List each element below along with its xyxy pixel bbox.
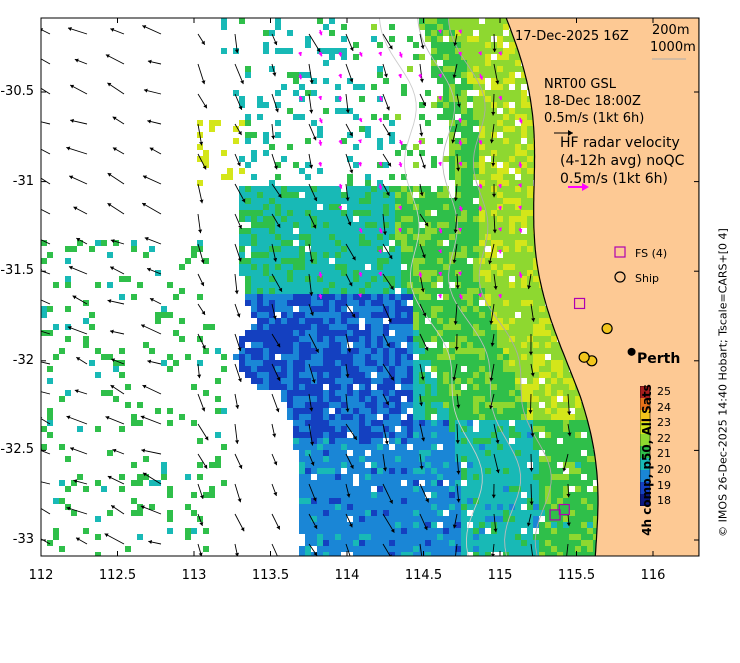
y-tick-label: -30.5 <box>0 84 34 99</box>
fs-marker-icon <box>614 246 628 260</box>
contour-200-label: 200m <box>652 23 689 38</box>
radar-title: HF radar velocity <box>560 135 680 151</box>
ship-marker-icon <box>614 271 628 285</box>
x-tick-label: 112 <box>16 568 66 583</box>
credit-text: © IMOS 26-Dec-2025 14:40 Hobart; Tscale=… <box>717 103 730 663</box>
y-tick-label: -31 <box>0 174 34 189</box>
colorbar-tick: 20 <box>657 463 671 476</box>
colorbar-tick: 21 <box>657 447 671 460</box>
x-tick-label: 116 <box>628 568 678 583</box>
x-tick-label: 114.5 <box>399 568 449 583</box>
radar-avg: (4-12h avg) noQC <box>560 153 684 169</box>
contour-1000-label: 1000m <box>650 40 696 55</box>
x-tick-label: 115 <box>475 568 525 583</box>
colorbar-tick: 24 <box>657 401 671 414</box>
city-label: Perth <box>637 351 680 367</box>
colorbar-tick: 19 <box>657 479 671 492</box>
colorbar-title: 4h comp, p50, All Sats <box>640 375 654 545</box>
colorbar-tick: 25 <box>657 385 671 398</box>
colorbar-tick: 18 <box>657 494 671 507</box>
y-tick-label: -32 <box>0 353 34 368</box>
y-tick-label: -31.5 <box>0 263 34 278</box>
x-tick-label: 113 <box>169 568 219 583</box>
model-name: NRT00 GSL <box>544 77 616 92</box>
x-tick-label: 114 <box>322 568 372 583</box>
contour-legend-line <box>652 56 688 62</box>
x-tick-label: 113.5 <box>246 568 296 583</box>
radar-scale-arrow <box>567 182 593 192</box>
colorbar-tick: 22 <box>657 432 671 445</box>
x-tick-label: 115.5 <box>552 568 602 583</box>
model-time: 18-Dec 18:00Z <box>544 94 641 109</box>
colorbar-tick: 23 <box>657 416 671 429</box>
model-scale: 0.5m/s (1kt 6h) <box>544 111 644 126</box>
y-tick-label: -33 <box>0 532 34 547</box>
sst-map <box>0 0 740 592</box>
y-tick-label: -32.5 <box>0 442 34 457</box>
x-tick-label: 112.5 <box>93 568 143 583</box>
ship-label: Ship <box>635 272 659 285</box>
fs-label: FS (4) <box>635 247 667 260</box>
perth-marker <box>628 348 636 356</box>
date-label: 17-Dec-2025 16Z <box>515 29 629 44</box>
